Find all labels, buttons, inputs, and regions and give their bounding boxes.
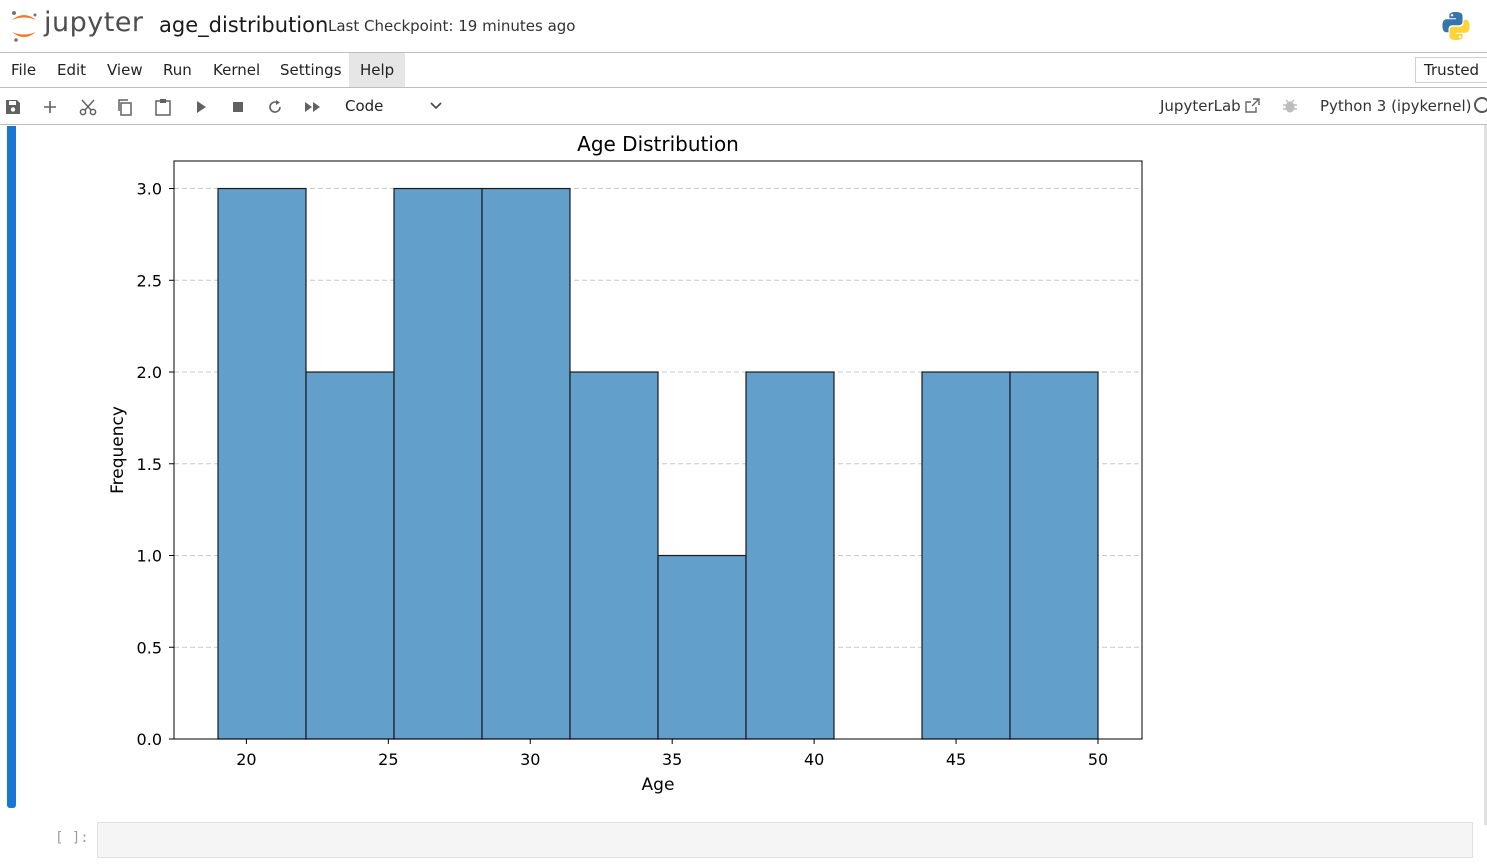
menu-settings[interactable]: Settings bbox=[280, 61, 342, 79]
x-tick-label: 30 bbox=[520, 750, 540, 769]
run-icon bbox=[197, 101, 206, 113]
external-link-icon[interactable] bbox=[1244, 97, 1261, 114]
copy-icon bbox=[118, 99, 132, 116]
paste-icon bbox=[155, 99, 171, 116]
histogram-bar bbox=[569, 371, 659, 740]
menu-help[interactable]: Help bbox=[349, 53, 406, 87]
menu-bar: File Edit View Run Kernel Settings Help … bbox=[0, 53, 1487, 88]
menu-kernel[interactable]: Kernel bbox=[213, 61, 261, 79]
jupyterlab-link[interactable]: JupyterLab bbox=[1160, 97, 1241, 115]
kernel-name[interactable]: Python 3 (ipykernel) bbox=[1320, 97, 1472, 115]
y-tick-label: 2.0 bbox=[137, 363, 162, 382]
age-histogram-chart: 20 25 30 35 40 45 50 0.0 0.5 1.0 1.5 2.0 2.5 3.0 Age… bbox=[108, 132, 1143, 795]
chart-title: Age Distribution bbox=[577, 132, 739, 156]
chevron-down-icon[interactable] bbox=[428, 98, 444, 114]
restart-icon bbox=[269, 100, 281, 113]
scrollbar[interactable] bbox=[1484, 125, 1487, 825]
y-tick-label: 2.5 bbox=[137, 271, 162, 290]
histogram-bar bbox=[481, 187, 571, 740]
python-logo-icon bbox=[1442, 12, 1470, 40]
plot-frame bbox=[173, 160, 1143, 740]
notebook-toolbar: Code JupyterLab Python 3 (ipykernel) bbox=[0, 88, 1487, 125]
cell-prompt: [ ]: bbox=[55, 830, 89, 846]
run-button[interactable] bbox=[189, 95, 213, 119]
y-tick-label: 0.0 bbox=[137, 730, 162, 749]
y-tick-label: 1.0 bbox=[137, 547, 162, 566]
histogram-bar bbox=[305, 371, 395, 740]
add-icon bbox=[44, 101, 56, 113]
histogram-bar bbox=[393, 187, 483, 740]
cut-icon bbox=[79, 99, 97, 116]
menu-view[interactable]: View bbox=[107, 61, 143, 79]
debugger-bug-icon[interactable] bbox=[1281, 97, 1299, 115]
x-tick-label: 20 bbox=[236, 750, 256, 769]
histogram-bar bbox=[217, 187, 307, 740]
restart-run-all-button[interactable] bbox=[301, 95, 325, 119]
restart-button[interactable] bbox=[263, 95, 287, 119]
cell-type-select[interactable]: Code bbox=[345, 97, 384, 115]
y-tick-label: 3.0 bbox=[137, 180, 162, 199]
x-axis-label: Age bbox=[642, 775, 675, 795]
notebook-header: jupyter age_distribution Last Checkpoint… bbox=[0, 0, 1487, 53]
histogram-bars bbox=[217, 187, 1099, 740]
active-cell-indicator[interactable] bbox=[7, 126, 16, 808]
histogram-bar bbox=[1009, 371, 1099, 740]
paste-button[interactable] bbox=[151, 95, 175, 119]
histogram-bar bbox=[657, 554, 747, 740]
cut-button[interactable] bbox=[76, 95, 100, 119]
menu-run[interactable]: Run bbox=[163, 61, 192, 79]
x-tick-label: 35 bbox=[662, 750, 682, 769]
save-button[interactable] bbox=[1, 95, 25, 119]
x-tick-label: 45 bbox=[946, 750, 966, 769]
stop-button[interactable] bbox=[226, 95, 250, 119]
y-tick-label: 0.5 bbox=[137, 638, 162, 657]
y-axis-label: Frequency bbox=[108, 406, 128, 494]
trusted-indicator[interactable]: Trusted bbox=[1415, 57, 1487, 83]
y-tick-label: 1.5 bbox=[137, 455, 162, 474]
menu-file[interactable]: File bbox=[11, 61, 37, 79]
histogram-bar bbox=[745, 371, 835, 740]
kernel-status-icon bbox=[1474, 97, 1487, 113]
notebook-title[interactable]: age_distribution bbox=[159, 13, 329, 37]
x-tick-label: 50 bbox=[1088, 750, 1108, 769]
x-tick-label: 25 bbox=[378, 750, 398, 769]
jupyter-brand[interactable]: jupyter bbox=[44, 7, 144, 38]
jupyter-logo-icon[interactable] bbox=[8, 8, 40, 44]
last-checkpoint: Last Checkpoint: 19 minutes ago bbox=[328, 17, 576, 35]
y-axis-ticks: 0.0 0.5 1.0 1.5 2.0 2.5 3.0 bbox=[137, 180, 174, 749]
stop-icon bbox=[233, 102, 243, 112]
copy-button[interactable] bbox=[113, 95, 137, 119]
fast-forward-icon bbox=[305, 102, 320, 112]
save-icon bbox=[6, 100, 20, 114]
histogram-bar bbox=[921, 371, 1011, 740]
code-cell-input[interactable] bbox=[97, 822, 1473, 858]
x-axis-ticks: 20 25 30 35 40 45 50 bbox=[236, 739, 1108, 769]
x-tick-label: 40 bbox=[804, 750, 824, 769]
add-cell-button[interactable] bbox=[38, 95, 62, 119]
menu-edit[interactable]: Edit bbox=[57, 61, 87, 79]
